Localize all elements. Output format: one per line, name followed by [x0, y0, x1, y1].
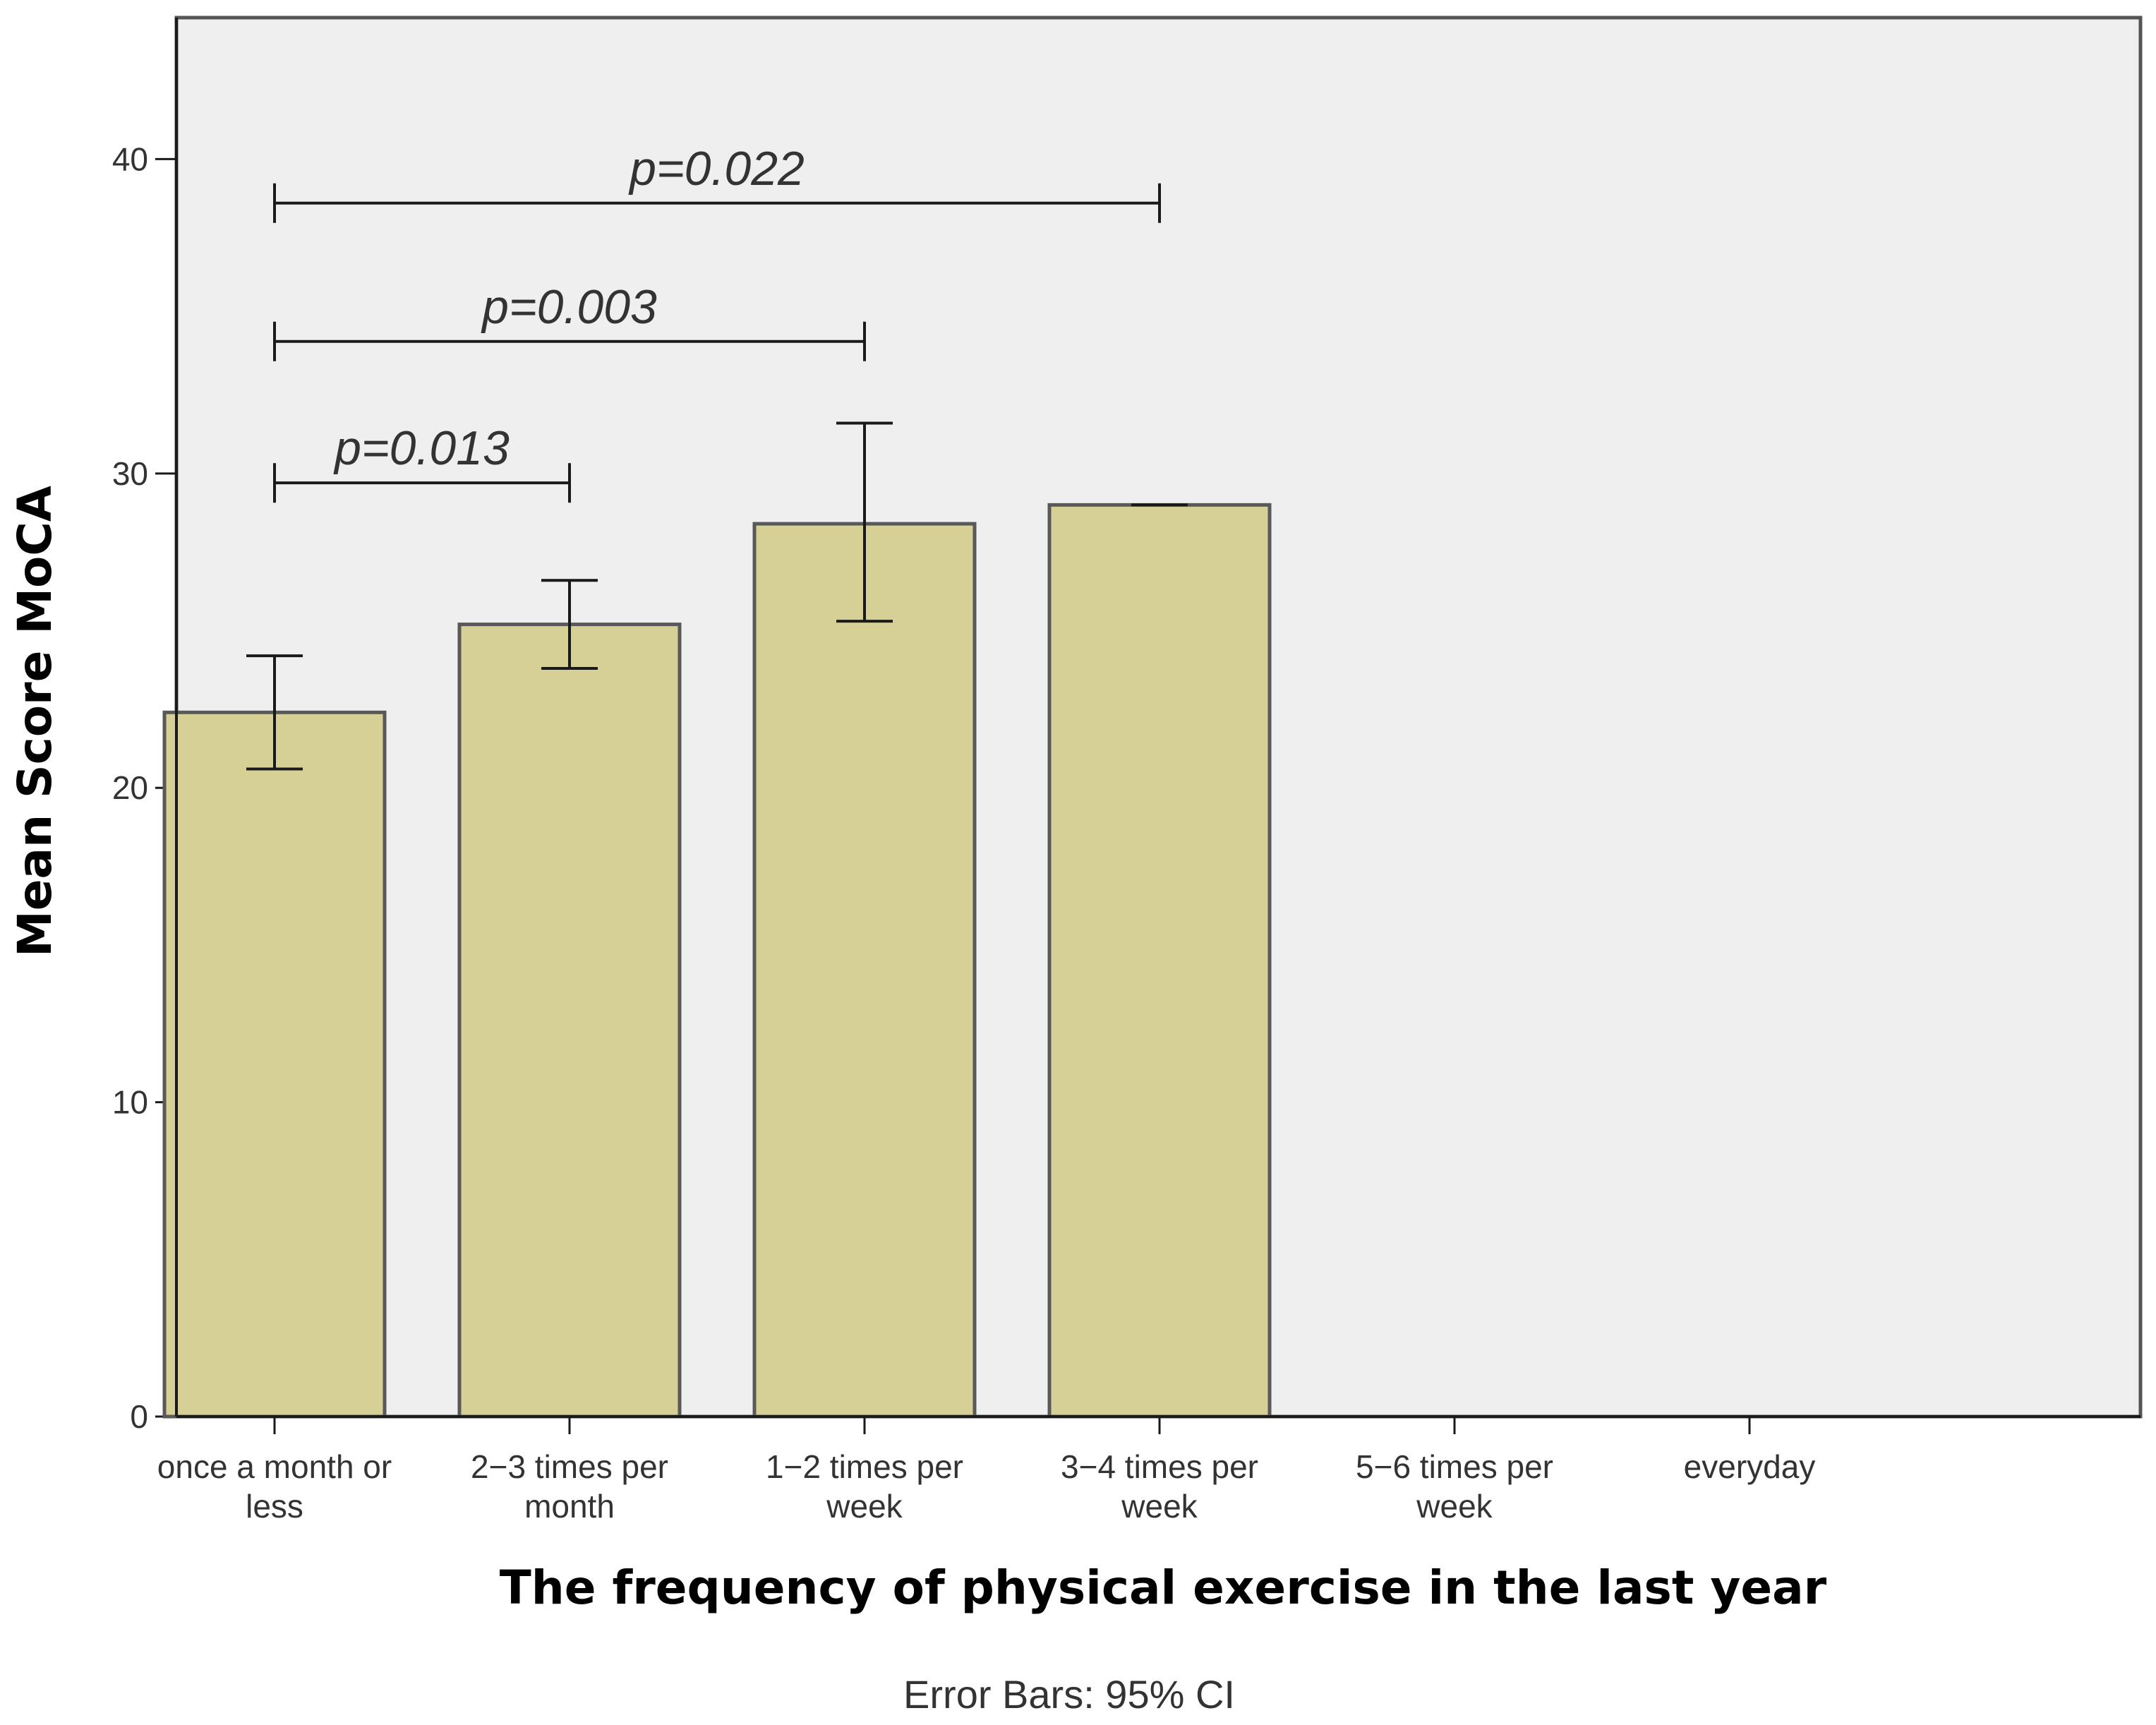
y-tick-label: 10	[112, 1084, 148, 1121]
x-tick-label: 1−2 times per	[766, 1448, 963, 1485]
y-tick-label: 20	[112, 769, 148, 806]
y-tick-label: 40	[112, 140, 148, 177]
x-tick-label: week	[1416, 1488, 1493, 1525]
x-tick-label: less	[246, 1488, 303, 1525]
x-tick-label: week	[1121, 1488, 1198, 1525]
p-value-label: p=0.003	[481, 280, 657, 334]
bars	[162, 503, 1272, 1419]
x-tick-label: 2−3 times per	[471, 1448, 668, 1485]
x-axis-title: The frequency of physical exercise in th…	[500, 1561, 1827, 1615]
y-tick-label: 0	[130, 1398, 148, 1435]
error-bars-note: Error Bars: 95% CI	[903, 1672, 1235, 1717]
x-tick-label: everyday	[1684, 1448, 1816, 1485]
x-tick-label: 5−6 times per	[1356, 1448, 1553, 1485]
y-axis-title: Mean Score MoCA	[8, 486, 62, 957]
x-tick-label: 3−4 times per	[1061, 1448, 1258, 1485]
p-value-label: p=0.022	[628, 142, 805, 196]
bar	[457, 623, 682, 1419]
x-tick-label: week	[826, 1488, 903, 1525]
bar	[162, 710, 387, 1419]
x-tick-label: once a month or	[157, 1448, 392, 1485]
p-value-label: p=0.013	[333, 421, 510, 475]
error-bars	[246, 421, 1188, 771]
y-tick-label: 30	[112, 455, 148, 492]
significance-brackets: p=0.013 p=0.003 p=0.022	[273, 142, 1161, 503]
bar	[752, 522, 977, 1419]
bar	[1047, 503, 1272, 1419]
x-tick-label: month	[524, 1488, 615, 1525]
